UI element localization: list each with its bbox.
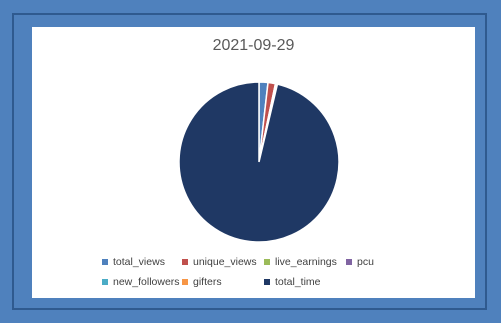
pie-chart: [178, 81, 340, 243]
chart-title: 2021-09-29: [212, 37, 295, 54]
pie-slice-total-time: [178, 81, 340, 243]
frame-border: [12, 13, 487, 310]
chart-area: 2021-09-29 total_views unique_views live_e…: [32, 27, 475, 298]
